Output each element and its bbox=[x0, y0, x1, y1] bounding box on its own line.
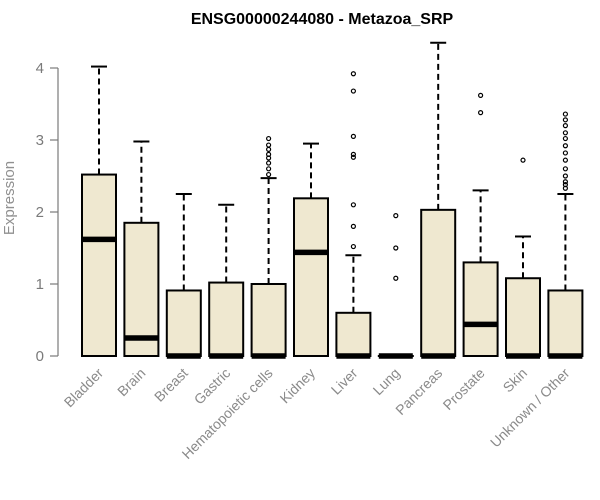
outlier-point bbox=[562, 166, 569, 172]
outlier-point bbox=[266, 151, 272, 157]
box-group bbox=[123, 140, 160, 357]
x-tick-label: Skin bbox=[500, 365, 531, 396]
x-tick-label: Kidney bbox=[277, 365, 319, 407]
outlier-point bbox=[350, 154, 356, 160]
box-group bbox=[81, 65, 117, 357]
outlier-point bbox=[562, 122, 569, 129]
box-rect bbox=[505, 277, 541, 357]
box-rect bbox=[250, 283, 287, 357]
outlier-point bbox=[562, 182, 569, 188]
y-axis-label: Expression bbox=[1, 161, 18, 235]
outlier-point bbox=[562, 179, 569, 185]
x-tick-label: Unknown / Other bbox=[487, 365, 573, 451]
x-tick-label: Breast bbox=[151, 365, 191, 405]
box-group bbox=[462, 92, 499, 357]
outlier-point bbox=[562, 143, 569, 149]
y-tick-label: 3 bbox=[36, 132, 44, 149]
y-axis: 0 1 2 3 4 bbox=[36, 60, 59, 365]
x-tick-label: Brain bbox=[114, 365, 148, 399]
outlier-point bbox=[350, 133, 356, 139]
box-rect bbox=[293, 197, 329, 357]
box-rect bbox=[123, 221, 160, 357]
box-rect bbox=[81, 173, 117, 357]
y-tick-label: 4 bbox=[36, 60, 44, 77]
outlier-point bbox=[266, 135, 272, 142]
box-rect bbox=[165, 289, 202, 358]
outlier-point bbox=[350, 88, 356, 94]
box-group bbox=[377, 213, 414, 359]
x-tick-label: Pancreas bbox=[392, 365, 445, 418]
outlier-point bbox=[266, 166, 272, 172]
outlier-point bbox=[562, 157, 569, 163]
outlier-point bbox=[562, 150, 569, 156]
outlier-point bbox=[562, 173, 569, 179]
box-rect bbox=[547, 289, 584, 358]
outlier-point bbox=[478, 92, 484, 98]
box-rect bbox=[462, 261, 499, 357]
box-group bbox=[335, 71, 372, 359]
outlier-point bbox=[520, 157, 526, 163]
chart-title: ENSG00000244080 - Metazoa_SRP bbox=[191, 11, 454, 28]
box-group bbox=[293, 142, 329, 357]
outlier-point bbox=[266, 146, 272, 152]
box-rect bbox=[335, 311, 372, 357]
box-group bbox=[505, 157, 541, 359]
outlier-point bbox=[562, 117, 569, 123]
x-tick-label: Liver bbox=[328, 365, 361, 398]
outlier-point bbox=[266, 142, 272, 148]
outlier-point bbox=[350, 71, 356, 77]
x-tick-label: Lung bbox=[370, 365, 403, 398]
box-group bbox=[165, 193, 202, 359]
outlier-point bbox=[350, 243, 356, 250]
x-tick-label: Prostate bbox=[440, 365, 488, 413]
box-rect bbox=[420, 208, 457, 357]
plot-area bbox=[81, 41, 584, 359]
y-tick-label: 0 bbox=[36, 348, 44, 365]
outlier-point bbox=[266, 171, 272, 178]
outlier-point bbox=[266, 160, 272, 166]
box-group bbox=[250, 135, 287, 359]
outlier-point bbox=[562, 111, 569, 117]
x-tick-label: Bladder bbox=[61, 365, 107, 411]
outlier-point bbox=[393, 213, 399, 219]
box-group bbox=[208, 203, 245, 359]
outlier-point bbox=[393, 245, 399, 251]
box-rect bbox=[208, 281, 245, 357]
outlier-point bbox=[350, 223, 356, 229]
outlier-point bbox=[478, 110, 484, 116]
y-tick-label: 2 bbox=[36, 204, 44, 221]
y-tick-label: 1 bbox=[36, 276, 44, 293]
box-group bbox=[420, 41, 457, 359]
box-group bbox=[547, 111, 584, 359]
outlier-point bbox=[350, 202, 356, 208]
outlier-point bbox=[562, 135, 569, 142]
outlier-point bbox=[350, 151, 356, 157]
outlier-point bbox=[562, 130, 569, 136]
outlier-point bbox=[393, 275, 399, 281]
